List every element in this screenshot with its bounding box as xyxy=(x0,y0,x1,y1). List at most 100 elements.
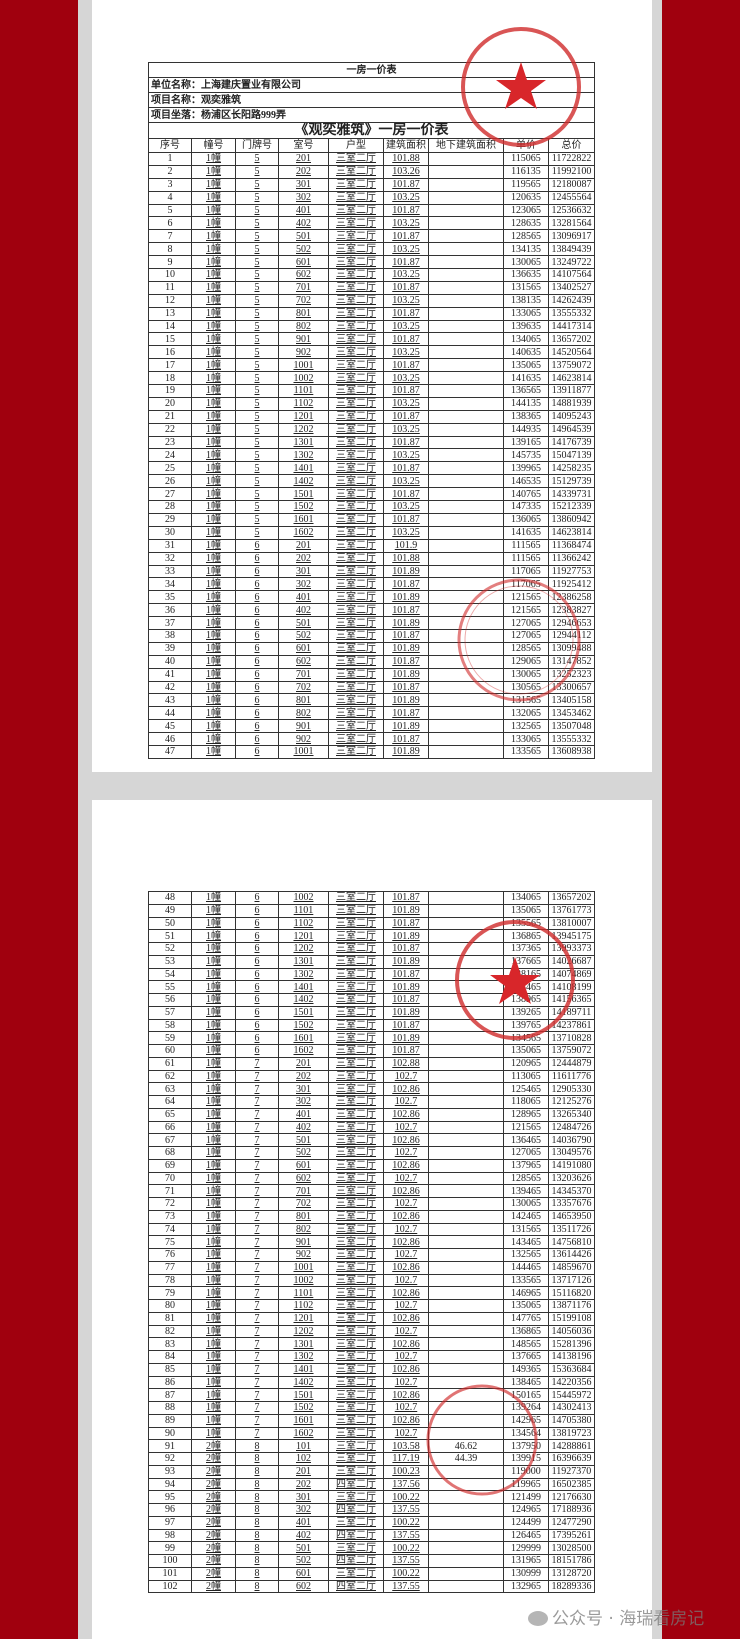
cell-room-no: 1601 xyxy=(278,1031,329,1045)
cell-room-no: 802 xyxy=(278,706,329,721)
cell-floor-area: 101.87 xyxy=(383,1018,429,1033)
cell-floor-area: 103.25 xyxy=(383,422,429,437)
cell-total-price: 11925412 xyxy=(547,577,596,592)
price-table-page-2: 48 1幢 6 1002 三室二厅 101.87 134065 13657202 49 1幢 6 11… xyxy=(148,891,595,1594)
cell-door-no: 8 xyxy=(235,1490,279,1504)
cell-building: 1幢 xyxy=(191,719,236,734)
cell-seq: 16 xyxy=(148,345,192,360)
cell-door-no: 7 xyxy=(235,1184,279,1198)
cell-door-no: 5 xyxy=(235,152,279,166)
cell-floor-area: 100.22 xyxy=(383,1490,429,1504)
cell-seq: 33 xyxy=(148,564,192,579)
cell-floor-area: 101.87 xyxy=(383,461,429,476)
cell-building: 1幢 xyxy=(191,1184,236,1198)
cell-total-price: 13507048 xyxy=(547,719,596,734)
cell-floor-area: 101.87 xyxy=(383,891,429,905)
cell-door-no: 5 xyxy=(235,332,279,347)
cell-room-no: 301 xyxy=(278,1082,329,1096)
cell-unit-price: 121499 xyxy=(503,1490,549,1504)
cell-building: 1幢 xyxy=(191,1146,236,1160)
cell-room-no: 1201 xyxy=(278,409,329,424)
cell-total-price: 12484726 xyxy=(548,1120,595,1135)
table-row: 12 1幢 5 702 三室二厅 103.25 138135 14262439 xyxy=(148,293,596,308)
cell-building: 1幢 xyxy=(191,538,236,553)
table-row: 24 1幢 5 1302 三室二厅 103.25 145735 15047139 xyxy=(148,448,596,463)
cell-door-no: 5 xyxy=(235,487,279,502)
cell-room-no: 402 xyxy=(278,1120,329,1135)
cell-unit-price: 121565 xyxy=(503,590,549,605)
cell-basement-area xyxy=(428,1260,504,1275)
table-row: 60 1幢 6 1602 三室二厅 101.87 135065 13759072 xyxy=(148,1044,595,1058)
table-row: 11 1幢 5 701 三室二厅 101.87 131565 13402527 xyxy=(148,280,596,295)
cell-unit-price: 132065 xyxy=(503,706,549,721)
cell-total-price: 14095243 xyxy=(547,409,596,424)
cell-basement-area xyxy=(428,616,504,630)
cell-door-no: 7 xyxy=(235,1273,279,1288)
cell-seq: 63 xyxy=(148,1082,192,1096)
cell-room-no: 702 xyxy=(278,680,329,695)
cell-seq: 73 xyxy=(148,1209,192,1224)
cell-basement-area xyxy=(428,525,504,540)
column-header-layout: 户型 xyxy=(328,138,384,153)
cell-basement-area xyxy=(428,293,504,308)
cell-building: 1幢 xyxy=(191,628,236,643)
table-row: 3 1幢 5 301 三室二厅 101.87 119565 12180087 xyxy=(148,177,596,192)
cell-floor-area: 101.87 xyxy=(383,384,429,398)
cell-unit-price: 136865 xyxy=(503,1324,549,1339)
cell-floor-area: 102.7 xyxy=(383,1120,429,1135)
cell-basement-area xyxy=(428,487,504,502)
cell-building: 2幢 xyxy=(191,1528,236,1543)
cell-total-price: 15363684 xyxy=(548,1362,595,1377)
cell-layout: 三室二厅 xyxy=(328,1566,384,1581)
cell-floor-area: 100.22 xyxy=(383,1541,429,1555)
cell-layout: 三室二厅 xyxy=(328,641,384,656)
cell-total-price: 14108199 xyxy=(548,980,595,994)
cell-seq: 52 xyxy=(148,942,192,956)
cell-building: 1幢 xyxy=(191,1337,236,1351)
cell-basement-area xyxy=(428,1426,504,1441)
cell-basement-area xyxy=(428,1299,504,1313)
cell-floor-area: 102.86 xyxy=(383,1184,429,1198)
cell-total-price: 12944112 xyxy=(547,628,596,643)
cell-floor-area: 102.86 xyxy=(383,1286,429,1300)
cell-floor-area: 101.89 xyxy=(383,616,429,630)
cell-unit-price: 132965 xyxy=(503,1579,549,1594)
cell-unit-price: 138365 xyxy=(503,409,549,424)
cell-building: 1幢 xyxy=(191,916,236,931)
cell-seq: 28 xyxy=(148,500,192,514)
cell-total-price: 12444879 xyxy=(548,1056,595,1071)
cell-unit-price: 121565 xyxy=(503,1120,549,1135)
cell-building: 1幢 xyxy=(191,744,236,759)
cell-building: 1幢 xyxy=(191,1286,236,1300)
cell-unit-price: 147335 xyxy=(503,500,549,514)
cell-basement-area xyxy=(428,242,504,257)
cell-room-no: 101 xyxy=(278,1439,329,1453)
cell-seq: 20 xyxy=(148,396,192,411)
cell-total-price: 12946653 xyxy=(547,616,596,630)
cell-unit-price: 148565 xyxy=(503,1337,549,1351)
cell-basement-area xyxy=(428,1362,504,1377)
cell-door-no: 5 xyxy=(235,461,279,476)
cell-unit-price: 139265 xyxy=(503,1005,549,1020)
table-row: 14 1幢 5 802 三室二厅 103.25 139635 14417314 xyxy=(148,319,596,334)
cell-basement-area xyxy=(428,1528,504,1543)
cell-unit-price: 138135 xyxy=(503,293,549,308)
cell-room-no: 1201 xyxy=(278,1311,329,1326)
table-row: 54 1幢 6 1302 三室二厅 101.87 138165 14074869 xyxy=(148,967,595,982)
cell-basement-area xyxy=(428,1311,504,1326)
table-row: 37 1幢 6 501 三室二厅 101.89 127065 12946653 xyxy=(148,616,596,630)
cell-building: 1幢 xyxy=(191,1222,236,1237)
table-row: 74 1幢 7 802 三室二厅 102.7 131565 13511726 xyxy=(148,1222,595,1237)
cell-layout: 三室二厅 xyxy=(328,954,384,969)
cell-room-no: 501 xyxy=(278,616,329,630)
cell-unit-price: 136465 xyxy=(503,1133,549,1147)
cell-building: 1幢 xyxy=(191,190,236,205)
cell-layout: 三室二厅 xyxy=(328,332,384,347)
cell-floor-area: 101.87 xyxy=(383,409,429,424)
cell-room-no: 1202 xyxy=(278,942,329,956)
cell-floor-area: 101.87 xyxy=(383,358,429,373)
cell-unit-price: 140635 xyxy=(503,345,549,360)
cell-basement-area xyxy=(428,1477,504,1492)
cell-basement-area xyxy=(428,1273,504,1288)
cell-unit-price: 117065 xyxy=(503,577,549,592)
